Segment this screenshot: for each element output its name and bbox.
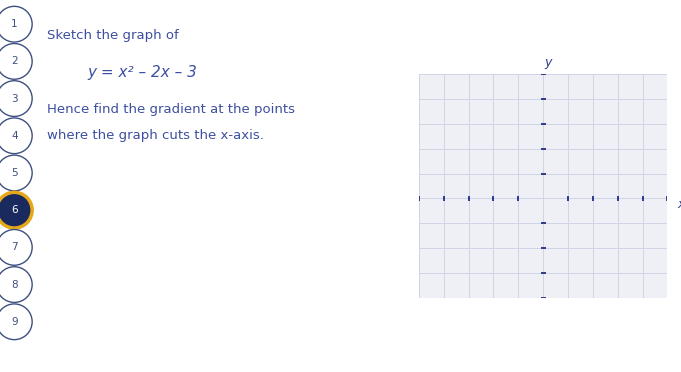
Text: Hence find the gradient at the points: Hence find the gradient at the points: [47, 103, 295, 116]
Ellipse shape: [0, 192, 32, 228]
Text: 8: 8: [11, 280, 18, 289]
Text: y: y: [544, 56, 552, 69]
Text: 9: 9: [11, 317, 18, 327]
Text: 7: 7: [11, 243, 18, 252]
Text: 3: 3: [11, 94, 18, 103]
Text: 1: 1: [11, 19, 18, 29]
Text: x: x: [678, 198, 681, 211]
Text: Sketch the graph of: Sketch the graph of: [47, 29, 178, 42]
Text: 2: 2: [11, 57, 18, 66]
Text: where the graph cuts the x‑axis.: where the graph cuts the x‑axis.: [47, 129, 264, 142]
Text: y = x² – 2x – 3: y = x² – 2x – 3: [88, 65, 197, 80]
Text: 6: 6: [11, 205, 18, 215]
Text: 5: 5: [11, 168, 18, 178]
Text: 4: 4: [11, 131, 18, 141]
